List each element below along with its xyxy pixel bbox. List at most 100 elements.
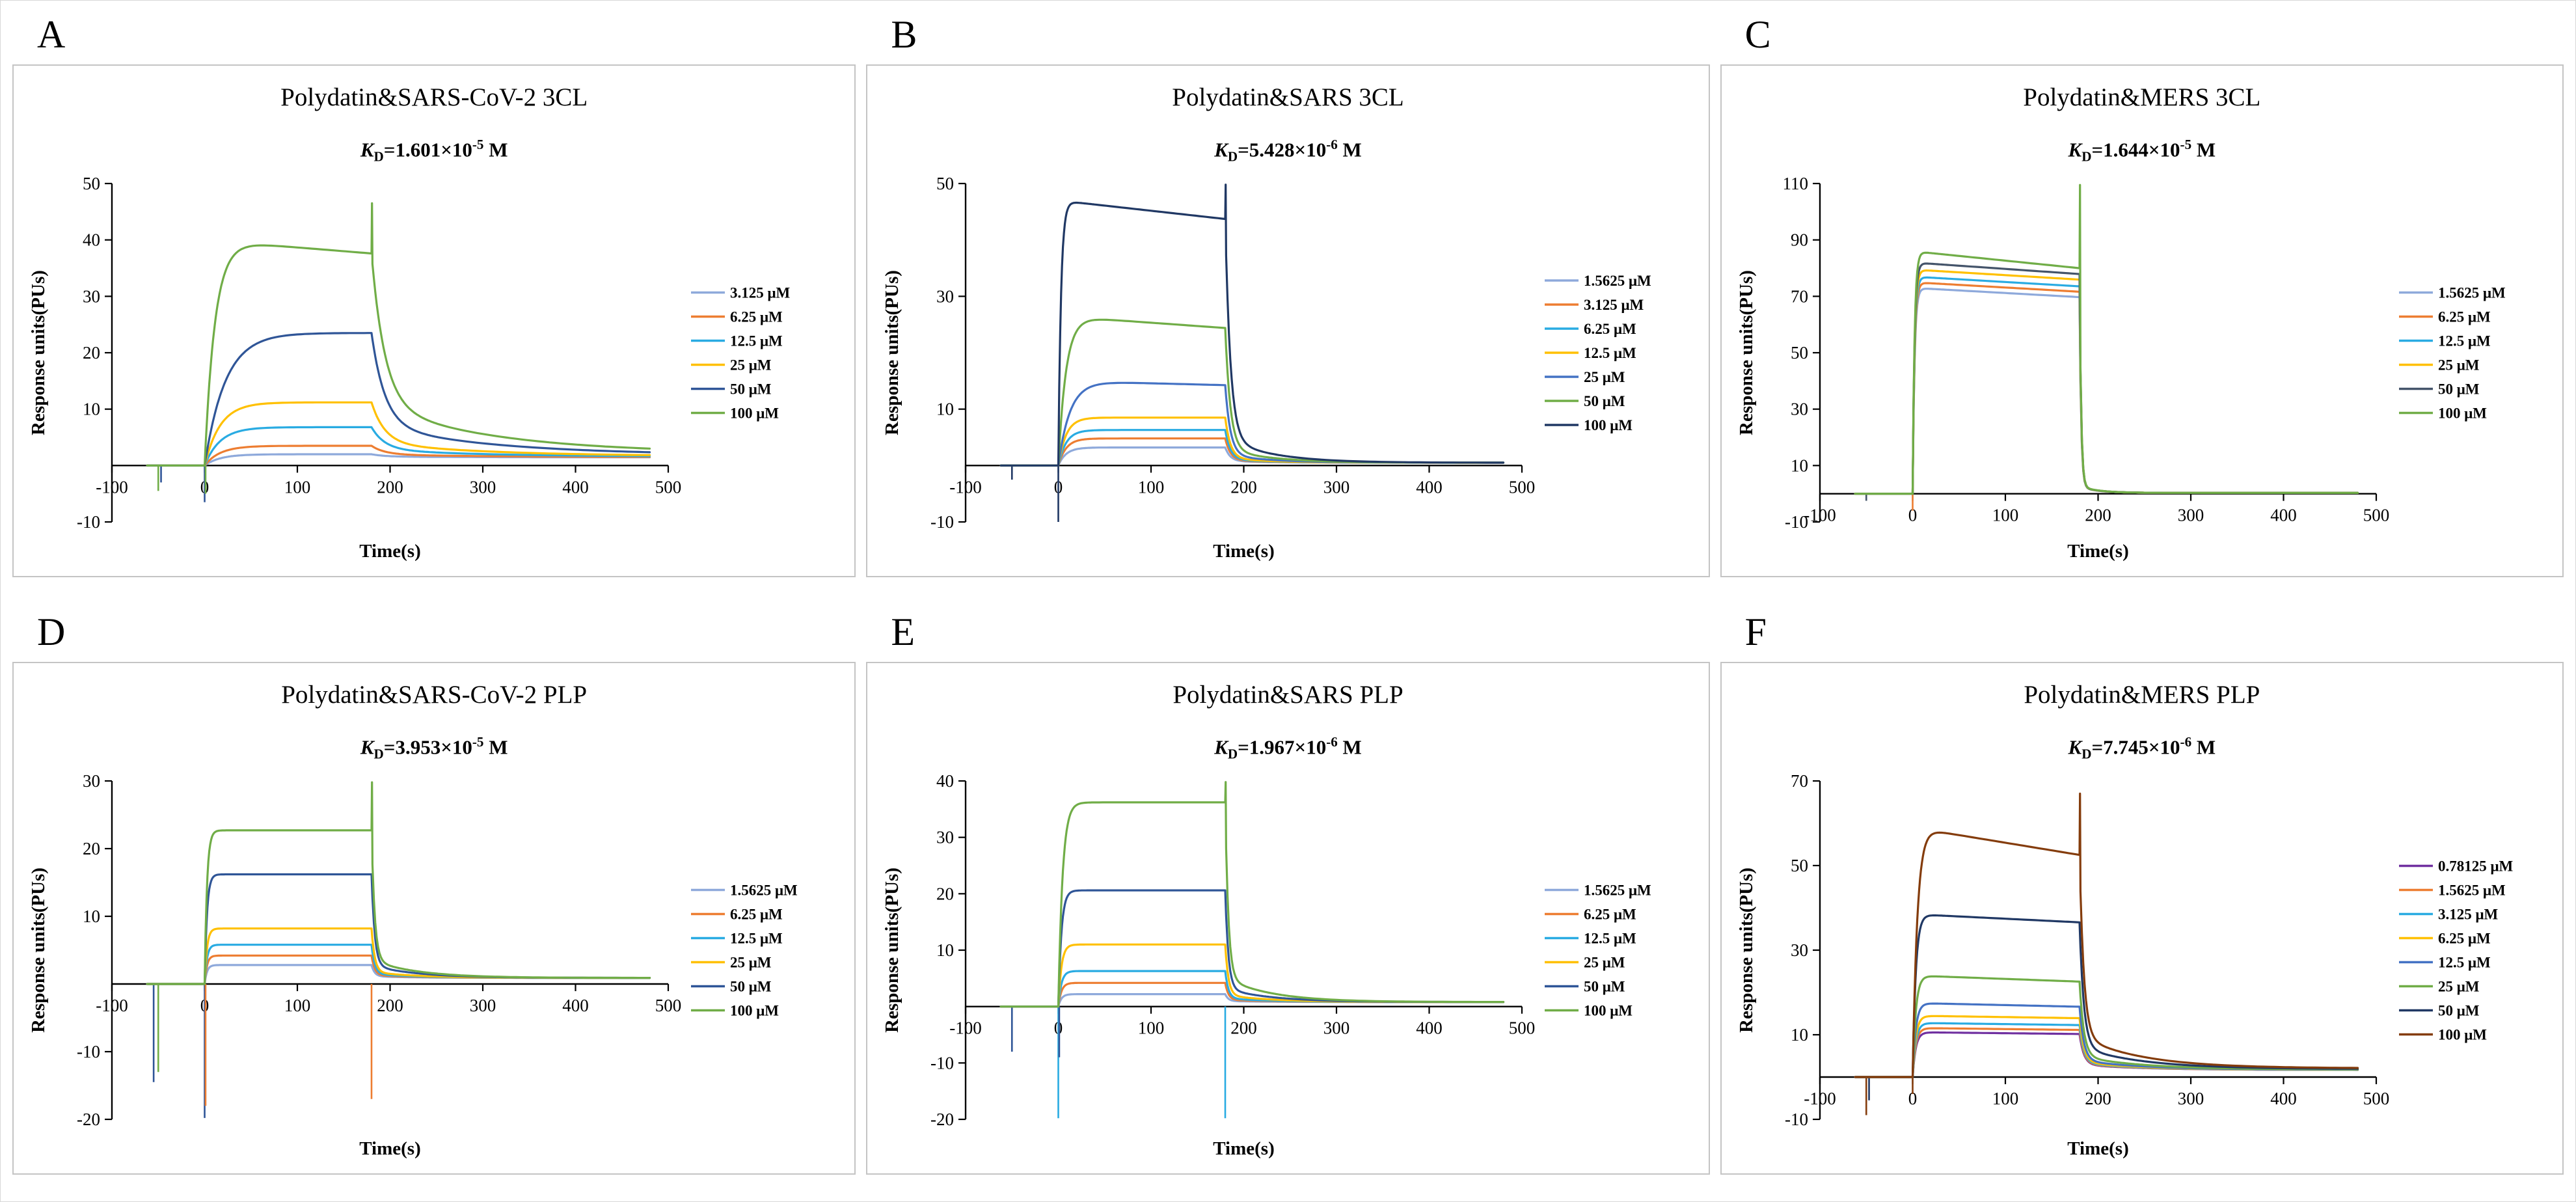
x-tick-label: 100	[1138, 477, 1165, 497]
legend-label: 0.78125 μM	[2438, 858, 2514, 874]
legend-label: 25 μM	[2438, 357, 2480, 373]
y-tick-label: 90	[1791, 230, 1808, 249]
kd-exponent: -6	[2180, 734, 2192, 750]
kd-subscript: D	[1227, 746, 1238, 762]
legend: 1.5625 μM 6.25 μM 12.5 μM 25 μM 50 μM 100 μM	[2398, 284, 2506, 421]
y-tick-label: 70	[1791, 771, 1808, 791]
legend-item: 12.5 μM	[2398, 333, 2491, 349]
legend-label: 1.5625 μM	[730, 882, 798, 898]
panel-e-cell: E Polydatin&SARS PLP KD=1.967×10-6 M -10…	[866, 607, 1710, 1175]
panel-letter: D	[37, 610, 66, 653]
panel-letter: A	[37, 13, 66, 56]
kd-subscript: D	[1227, 148, 1238, 165]
x-tick-label: 200	[377, 996, 403, 1015]
legend-item: 50 μM	[1545, 978, 1625, 994]
series-100-μM	[1000, 780, 1505, 1007]
legend-item: 100 μM	[691, 1002, 779, 1018]
y-tick-label: 20	[83, 343, 100, 362]
series-100-μM	[1854, 792, 2359, 1078]
x-tick-label: 300	[1323, 477, 1350, 497]
panel-title: Polydatin&MERS PLP	[2024, 681, 2260, 709]
kd-subscript: D	[373, 746, 384, 762]
legend-label: 100 μM	[730, 405, 779, 421]
y-axis-title: Response units(PUs)	[28, 867, 49, 1033]
legend-item: 50 μM	[2398, 381, 2480, 397]
series-6.25-μM	[146, 954, 651, 985]
legend-item: 25 μM	[1545, 369, 1625, 385]
legend: 0.78125 μM 1.5625 μM 3.125 μM 6.25 μM 12.5 μ…	[2398, 858, 2514, 1043]
kd-subscript: D	[2081, 746, 2092, 762]
x-tick-label: 300	[1323, 1018, 1350, 1037]
x-axis-title: Time(s)	[2067, 541, 2129, 562]
y-tick-label: 30	[936, 286, 954, 306]
kd-unit: M	[1337, 138, 1362, 161]
legend-item: 3.125 μM	[1545, 297, 1644, 313]
legend-item: 6.25 μM	[691, 308, 783, 325]
legend-item: 6.25 μM	[2398, 308, 2491, 325]
legend-item: 6.25 μM	[2398, 930, 2491, 946]
legend-label: 1.5625 μM	[2438, 882, 2506, 898]
x-tick-label: 200	[2085, 505, 2111, 525]
legend-item: 100 μM	[1545, 1002, 1633, 1018]
kd-unit: M	[483, 138, 508, 161]
legend: 1.5625 μM 6.25 μM 12.5 μM 25 μM 50 μM 100 μM	[1545, 882, 1652, 1018]
legend-label: 12.5 μM	[730, 333, 783, 349]
y-tick-label: 70	[1791, 286, 1808, 306]
plot-area: -1000100200300400500-10103050Time(s)Resp…	[882, 174, 1535, 562]
y-tick-label: -10	[930, 1053, 954, 1072]
kd-annotation: KD=7.745×10-6 M	[2068, 730, 2216, 767]
y-axis-title: Response units(PUs)	[1736, 270, 1757, 435]
sensorgram-chart-e: -1000100200300400500-20-1010203040Time(s…	[882, 771, 1652, 1159]
panel-box: Polydatin&SARS-CoV-2 3CL KD=1.601×10-5 M…	[12, 64, 856, 577]
x-tick-label: 400	[2270, 505, 2297, 525]
kd-subscript: D	[373, 148, 384, 165]
x-tick-label: 100	[1138, 1018, 1165, 1037]
kd-symbol: K	[360, 138, 374, 161]
legend-label: 100 μM	[2438, 405, 2487, 421]
panel-grid: A Polydatin&SARS-CoV-2 3CL KD=1.601×10-5…	[12, 10, 2564, 1175]
y-tick-label: 40	[936, 771, 954, 791]
series-100-μM	[1000, 183, 1505, 467]
legend-label: 3.125 μM	[730, 284, 791, 301]
legend-label: 50 μM	[2438, 1002, 2480, 1018]
y-tick-label: 10	[936, 940, 954, 960]
x-tick-label: 300	[470, 996, 496, 1015]
x-tick-label: 400	[562, 477, 589, 497]
kd-exponent: -6	[1326, 734, 1338, 750]
legend-item: 3.125 μM	[691, 284, 791, 301]
kd-subscript: D	[2081, 148, 2092, 165]
series-25-μM	[1000, 943, 1505, 1007]
legend-label: 6.25 μM	[1584, 321, 1636, 337]
legend-label: 3.125 μM	[2438, 906, 2499, 922]
panel-box: Polydatin&SARS 3CL KD=5.428×10-6 M -1000…	[866, 64, 1710, 577]
legend: 1.5625 μM 6.25 μM 12.5 μM 25 μM 50 μM 100 μM	[691, 882, 798, 1018]
kd-symbol: K	[1214, 138, 1228, 161]
kd-value: =5.428×10	[1238, 138, 1327, 161]
series-1.5625-μM	[1854, 287, 2359, 495]
series-6.25-μM	[146, 444, 651, 467]
panel-title: Polydatin&SARS PLP	[1173, 681, 1403, 709]
kd-value: =3.953×10	[383, 735, 472, 759]
y-tick-label: 30	[936, 827, 954, 847]
x-tick-label: 500	[655, 996, 682, 1015]
kd-symbol: K	[2068, 138, 2082, 161]
x-tick-label: -100	[96, 996, 128, 1015]
legend: 1.5625 μM 3.125 μM 6.25 μM 12.5 μM 25 μM 50 μ…	[1545, 273, 1652, 433]
legend-item: 1.5625 μM	[1545, 882, 1652, 898]
x-tick-label: 400	[2270, 1089, 2297, 1108]
legend-label: 12.5 μM	[730, 930, 783, 946]
legend-item: 6.25 μM	[1545, 906, 1637, 922]
series-25-μM	[1854, 975, 2359, 1078]
y-tick-label: 10	[1791, 1025, 1808, 1045]
x-tick-label: 500	[2363, 1089, 2390, 1108]
plot-area: -100 0 100 200 300 400 500 -10 10 30 50 70 Time(s) Re…	[1736, 771, 2389, 1159]
plot-area: -1000100200300400500-101020304050Time(s)…	[28, 174, 681, 562]
x-tick-label: 500	[1509, 1018, 1536, 1037]
legend-item: 6.25 μM	[1545, 321, 1637, 337]
legend-item: 1.5625 μM	[1545, 273, 1652, 289]
kd-annotation: KD=3.953×10-5 M	[360, 730, 508, 767]
y-tick-label: 40	[83, 230, 100, 249]
x-tick-label: 200	[1231, 1018, 1258, 1037]
legend-label: 100 μM	[1584, 1002, 1633, 1018]
kd-exponent: -6	[1326, 137, 1338, 152]
